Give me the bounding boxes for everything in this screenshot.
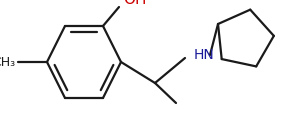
Text: HN: HN	[194, 48, 215, 61]
Text: CH₃: CH₃	[0, 56, 15, 69]
Text: OH: OH	[123, 0, 146, 7]
